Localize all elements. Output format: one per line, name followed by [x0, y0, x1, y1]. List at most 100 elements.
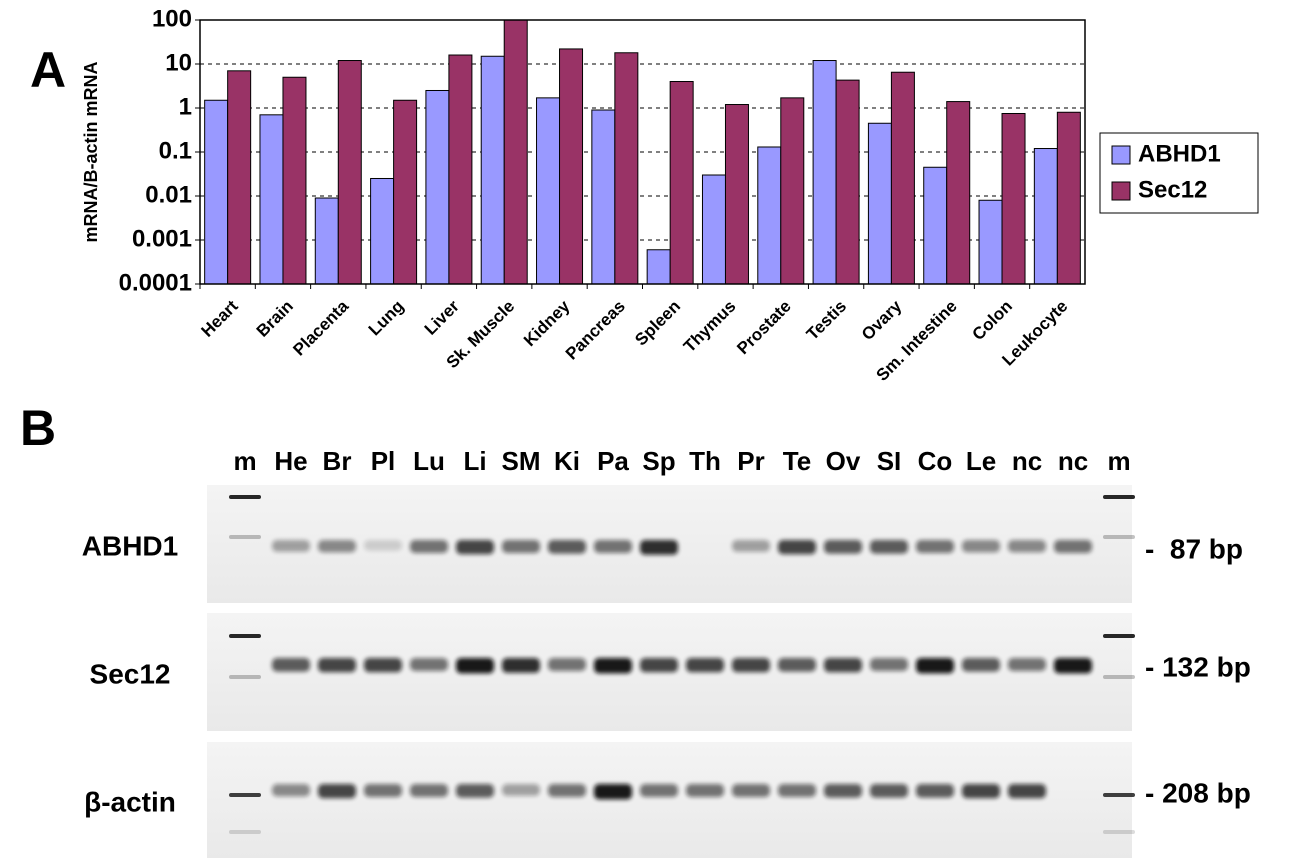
- bar: [338, 61, 361, 284]
- panel-label: B: [20, 400, 56, 456]
- gel-band: [548, 540, 586, 554]
- bar: [592, 110, 615, 284]
- gel-band: [410, 658, 448, 671]
- gel-row-label: Sec12: [90, 658, 171, 689]
- gel-band: [824, 658, 862, 672]
- lane-label: Pa: [597, 446, 629, 476]
- lane-label: Br: [323, 446, 352, 476]
- marker-band: [1103, 675, 1135, 679]
- gel-band: [778, 540, 816, 554]
- panel-label: A: [30, 42, 66, 98]
- bar: [868, 123, 891, 284]
- gel-row-label: β-actin: [84, 786, 176, 817]
- marker-band: [1103, 535, 1135, 539]
- bar: [647, 250, 670, 284]
- y-tick-label: 0.0001: [119, 269, 192, 296]
- gel-band: [778, 658, 816, 672]
- band-size-label: - 87 bp: [1145, 533, 1243, 564]
- gel-band: [548, 784, 586, 797]
- bar: [670, 82, 693, 284]
- gel-band: [272, 658, 310, 672]
- gel-band: [1008, 540, 1046, 552]
- gel-band: [686, 658, 724, 672]
- marker-band: [229, 495, 261, 499]
- gel-band: [1008, 784, 1046, 798]
- gel-band: [824, 540, 862, 554]
- gel-band: [272, 784, 310, 796]
- lane-label: Ov: [826, 446, 861, 476]
- lane-label: Te: [783, 446, 811, 476]
- lane-label: SI: [877, 446, 902, 476]
- x-tick-label: Prostate: [733, 297, 795, 359]
- gel-band: [640, 658, 678, 672]
- gel-band: [686, 784, 724, 797]
- y-tick-label: 0.01: [145, 181, 192, 208]
- bar: [836, 80, 859, 284]
- marker-band: [1103, 634, 1135, 638]
- gel-band: [962, 784, 1000, 798]
- gel-band: [732, 658, 770, 672]
- gel-band: [364, 784, 402, 797]
- y-tick-label: 10: [165, 49, 192, 76]
- gel-band: [318, 540, 356, 552]
- gel-band: [548, 658, 586, 671]
- x-tick-label: Kidney: [520, 296, 574, 350]
- legend-swatch: [1112, 146, 1130, 164]
- legend-label: Sec12: [1138, 176, 1207, 203]
- gel-band: [870, 784, 908, 798]
- lane-label: Ki: [554, 446, 580, 476]
- lane-label: m: [233, 446, 256, 476]
- band-size-label: - 132 bp: [1145, 651, 1251, 682]
- gel-band: [456, 658, 494, 673]
- gel-band: [456, 784, 494, 798]
- y-tick-label: 1: [179, 93, 192, 120]
- gel-band: [778, 784, 816, 797]
- gel-band: [962, 658, 1000, 672]
- marker-band: [1103, 830, 1135, 834]
- lane-label: Lu: [413, 446, 445, 476]
- gel-band: [962, 540, 1000, 552]
- lane-label: SM: [502, 446, 541, 476]
- gel-panel: [207, 742, 1132, 858]
- gel-band: [594, 784, 632, 799]
- marker-band: [1103, 495, 1135, 499]
- x-tick-label: Testis: [803, 297, 850, 344]
- x-tick-label: Lung: [365, 297, 408, 340]
- x-tick-label: Brain: [253, 297, 297, 341]
- bar: [315, 198, 338, 284]
- lane-label: Li: [463, 446, 486, 476]
- bar: [702, 175, 725, 284]
- x-tick-label: Liver: [421, 296, 463, 338]
- gel-band: [824, 784, 862, 798]
- bar: [205, 100, 228, 284]
- gel-band: [456, 540, 494, 554]
- gel-band: [410, 540, 448, 553]
- band-size-label: - 208 bp: [1145, 777, 1251, 808]
- gel-row-label: ABHD1: [82, 530, 178, 561]
- marker-band: [229, 634, 261, 638]
- lane-label: nc: [1012, 446, 1042, 476]
- y-tick-label: 0.001: [132, 225, 192, 252]
- marker-band: [229, 675, 261, 679]
- bar: [891, 72, 914, 284]
- bar: [758, 147, 781, 284]
- bar: [1057, 112, 1080, 284]
- bar: [260, 115, 283, 284]
- bar: [813, 61, 836, 284]
- gel-band: [916, 784, 954, 798]
- lane-label: Th: [689, 446, 721, 476]
- bar: [560, 49, 583, 284]
- marker-band: [229, 830, 261, 834]
- gel-band: [916, 658, 954, 673]
- bar: [394, 100, 417, 284]
- gel-band: [916, 540, 954, 553]
- bar: [449, 55, 472, 284]
- y-tick-label: 0.1: [159, 137, 192, 164]
- gel-band: [1008, 658, 1046, 671]
- gel-band: [502, 540, 540, 553]
- bar: [426, 90, 449, 284]
- bar: [947, 102, 970, 284]
- gel-band: [410, 784, 448, 797]
- marker-band: [1103, 793, 1135, 797]
- x-tick-label: Pancreas: [562, 297, 629, 364]
